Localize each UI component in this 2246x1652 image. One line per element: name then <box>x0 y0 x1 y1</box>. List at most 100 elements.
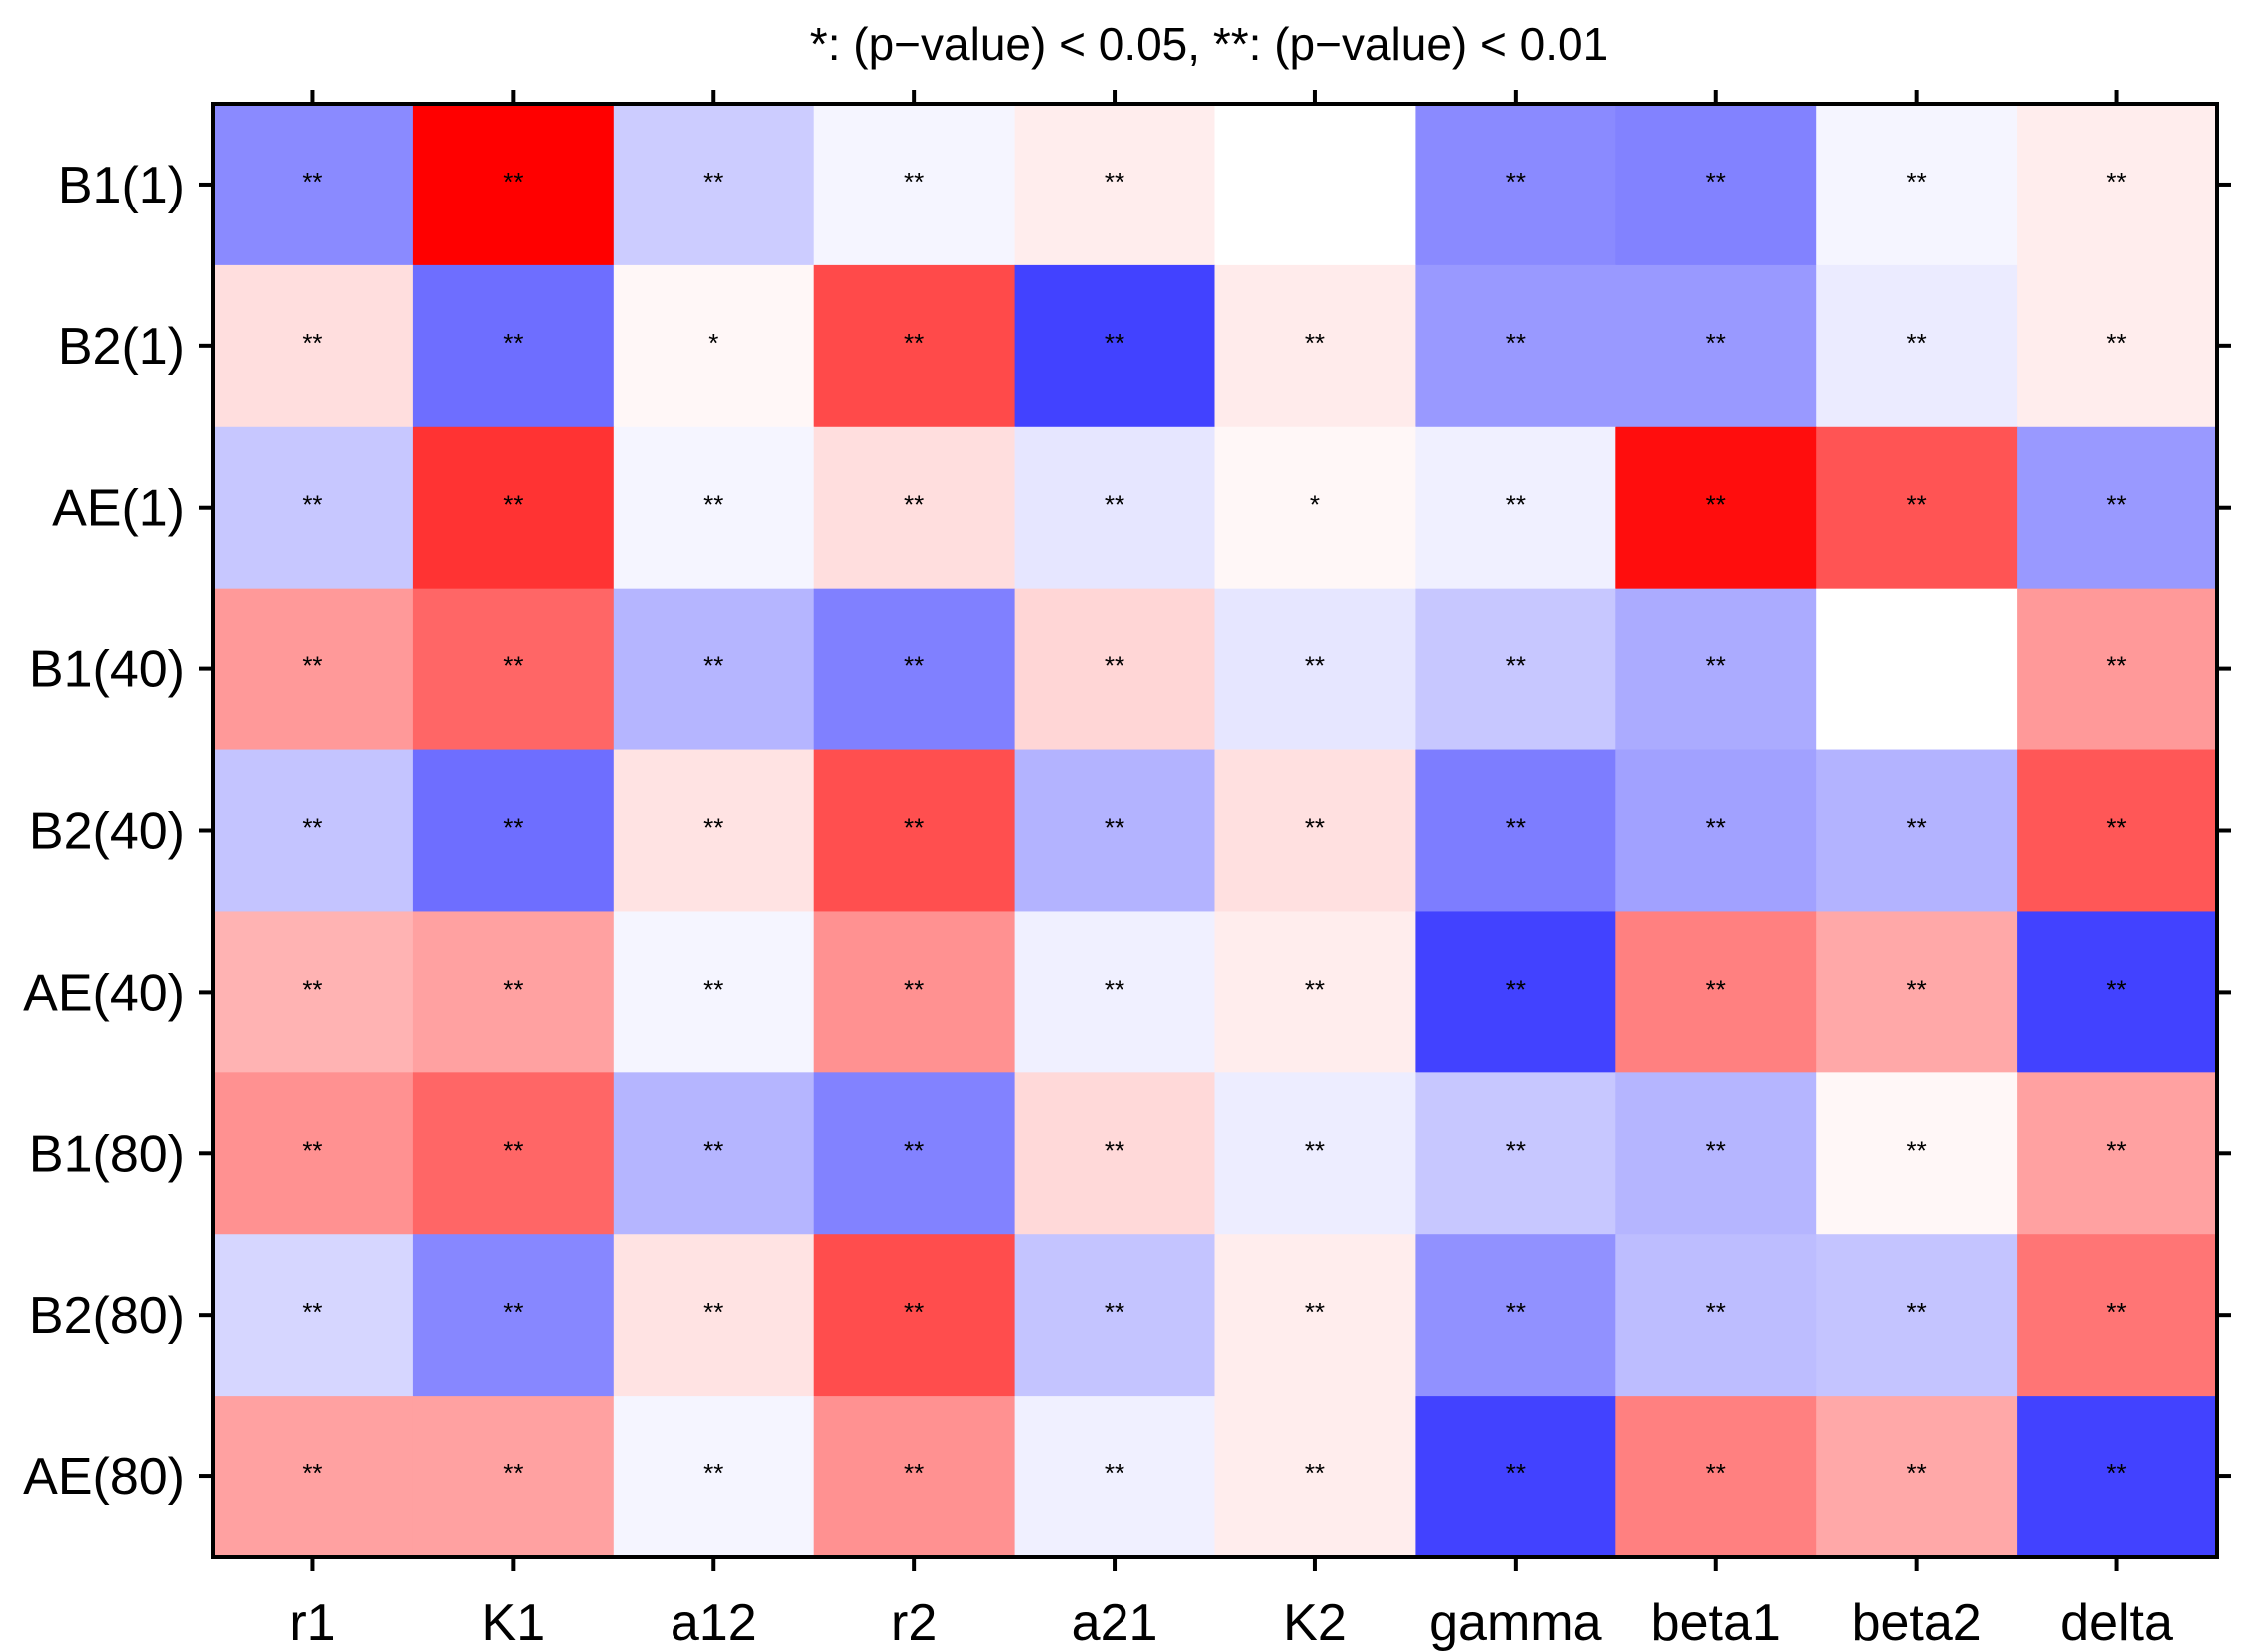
heatmap-cell <box>213 426 414 590</box>
significance-mark: ** <box>1907 813 1927 843</box>
significance-mark: ** <box>2106 1297 2126 1327</box>
heatmap-cell <box>2017 104 2218 266</box>
significance-mark: ** <box>302 167 322 197</box>
heatmap-cell <box>1214 1234 1416 1397</box>
significance-mark: ** <box>2106 167 2126 197</box>
significance-mark: ** <box>1506 813 1526 843</box>
heatmap-cell <box>213 104 414 266</box>
heatmap-cell <box>2017 264 2218 428</box>
significance-mark: ** <box>1105 167 1124 197</box>
significance-mark: ** <box>302 813 322 843</box>
x-tick-label: beta2 <box>1852 1594 1982 1652</box>
heatmap-cell <box>2017 1072 2218 1235</box>
heatmap-cell <box>1816 911 2018 1073</box>
heatmap-cell <box>1415 104 1616 266</box>
significance-mark: ** <box>1305 974 1325 1004</box>
y-tick-label: B1(1) <box>58 157 185 214</box>
significance-mark: ** <box>503 167 523 197</box>
heatmap-cell <box>813 911 1016 1073</box>
significance-mark: ** <box>703 1458 723 1488</box>
heatmap-cell <box>1615 264 1817 428</box>
y-tick-label: AE(40) <box>23 964 185 1022</box>
significance-mark: ** <box>1907 1135 1927 1165</box>
significance-mark: ** <box>1706 167 1726 197</box>
heatmap-cell <box>613 1396 815 1558</box>
heatmap-cell <box>1615 911 1817 1073</box>
significance-mark: ** <box>302 1297 322 1327</box>
y-tick-label: B2(40) <box>29 803 185 861</box>
significance-mark: ** <box>1506 651 1526 681</box>
x-tick-label: a21 <box>1072 1594 1158 1652</box>
significance-mark: ** <box>904 1297 924 1327</box>
significance-mark: ** <box>904 1135 924 1165</box>
heatmap-cell <box>2017 588 2218 751</box>
significance-mark: ** <box>503 1135 523 1165</box>
axis-ticks <box>199 90 2231 1571</box>
heatmap-cell <box>1615 1396 1817 1558</box>
significance-mark: ** <box>703 651 723 681</box>
heatmap-cell <box>1816 588 2018 751</box>
significance-mark: ** <box>1105 1297 1124 1327</box>
heatmap-cell <box>1214 1072 1416 1235</box>
significance-mark: ** <box>1305 1297 1325 1327</box>
heatmap-cell <box>1615 1234 1817 1397</box>
heatmap-cell <box>2017 911 2218 1073</box>
heatmap-cell <box>2017 749 2218 913</box>
heatmap-cell <box>213 588 414 751</box>
heatmap-cell <box>1214 588 1416 751</box>
heatmap-cell <box>613 104 815 266</box>
heatmap-cell <box>1415 426 1616 590</box>
x-tick-labels: r1 K1 a12 r2 a21 K2 gamma beta1 beta2 delta <box>289 1594 2173 1652</box>
y-tick-label: AE(80) <box>23 1448 185 1506</box>
heatmap-cell <box>813 588 1016 751</box>
significance-mark: ** <box>1305 813 1325 843</box>
significance-mark: ** <box>904 974 924 1004</box>
heatmap-cell <box>1415 1396 1616 1558</box>
significance-mark: ** <box>2106 1135 2126 1165</box>
significance-mark: ** <box>904 167 924 197</box>
heatmap-cell <box>1014 104 1216 266</box>
significance-mark: ** <box>1506 1135 1526 1165</box>
heatmap-cell <box>1214 426 1416 590</box>
significance-mark: ** <box>503 490 523 520</box>
significance-mark: ** <box>302 651 322 681</box>
significance-mark: ** <box>503 328 523 358</box>
significance-mark: * <box>708 328 718 358</box>
significance-mark: ** <box>904 490 924 520</box>
x-tick-label: K1 <box>482 1594 546 1652</box>
heatmap-cell <box>412 104 615 266</box>
heatmap-cell <box>412 1234 615 1397</box>
significance-mark: ** <box>1706 328 1726 358</box>
significance-mark: ** <box>1105 813 1124 843</box>
significance-mark: ** <box>1907 490 1927 520</box>
heatmap-cell <box>2017 1234 2218 1397</box>
significance-mark: * <box>1310 490 1320 520</box>
significance-mark: ** <box>503 1297 523 1327</box>
significance-mark: ** <box>1305 328 1325 358</box>
heatmap-cell <box>813 426 1016 590</box>
heatmap-cell <box>1816 749 2018 913</box>
significance-mark: ** <box>1706 1458 1726 1488</box>
x-tick-label: r1 <box>289 1594 335 1652</box>
heatmap-cell <box>1214 749 1416 913</box>
significance-mark: ** <box>2106 813 2126 843</box>
significance-mark: ** <box>1105 490 1124 520</box>
significance-mark: ** <box>1706 490 1726 520</box>
heatmap-cell <box>1415 264 1616 428</box>
heatmap-cell <box>2017 1396 2218 1558</box>
heatmap-cell <box>412 1072 615 1235</box>
significance-mark: ** <box>1907 1297 1927 1327</box>
significance-mark: ** <box>2106 328 2126 358</box>
significance-mark: ** <box>302 490 322 520</box>
x-tick-label: r2 <box>891 1594 937 1652</box>
significance-mark: ** <box>1907 167 1927 197</box>
significance-mark: ** <box>1506 974 1526 1004</box>
significance-mark: ** <box>904 328 924 358</box>
heatmap-cell <box>1214 104 1416 266</box>
heatmap-cell <box>613 749 815 913</box>
significance-mark: ** <box>302 1458 322 1488</box>
heatmap-cell <box>813 1072 1016 1235</box>
significance-mark: ** <box>703 490 723 520</box>
heatmap-cell <box>613 911 815 1073</box>
